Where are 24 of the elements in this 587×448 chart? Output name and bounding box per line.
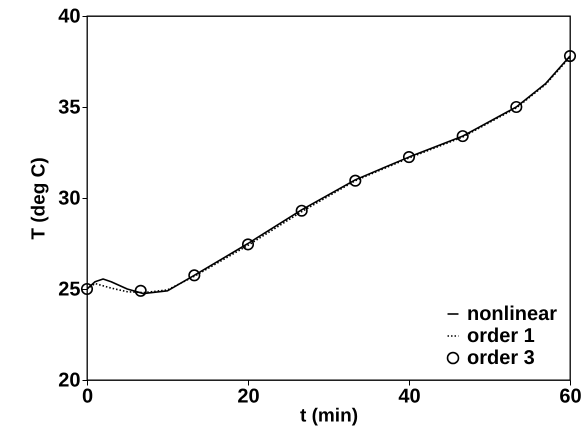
x-tick-label: 0	[82, 386, 94, 408]
y-tick-label: 30	[58, 188, 80, 210]
x-axis-title: t (min)	[300, 406, 358, 426]
point	[188, 269, 200, 282]
y-tick-label: 20	[58, 370, 80, 392]
legend-label: nonlinear	[467, 303, 558, 325]
y-tick-label: 40	[58, 6, 80, 28]
point	[564, 50, 576, 62]
point	[456, 130, 469, 142]
point	[242, 238, 254, 250]
x-tick-label: 20	[237, 386, 260, 408]
point	[134, 284, 147, 297]
point	[80, 282, 94, 296]
y-tick-label: 35	[58, 96, 80, 118]
legend-label: order 3	[467, 347, 535, 369]
point	[402, 151, 416, 164]
y-tick-label: 25	[58, 278, 80, 300]
y-axis-title: T (deg C)	[28, 157, 50, 240]
point	[349, 174, 362, 187]
legend-label: order 1	[467, 325, 535, 347]
point	[296, 204, 308, 217]
x-tick-label: 40	[398, 386, 421, 408]
x-tick-label: 60	[559, 386, 582, 408]
point	[510, 100, 522, 114]
